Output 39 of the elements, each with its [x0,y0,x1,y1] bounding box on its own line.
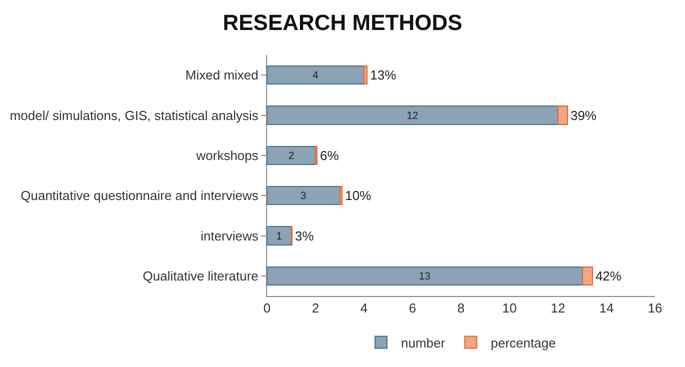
data-label: 12 [406,110,418,122]
bar [364,66,368,85]
bar [267,266,583,286]
x-tick-label: 8 [457,300,465,316]
y-tick-label: model/ simulations, GIS, statistical analysis [10,108,259,123]
data-label: 13 [418,272,431,283]
data-label: 39% [570,108,597,123]
x-tick-label: 0 [263,300,271,316]
bar [267,146,316,165]
data-label: 3 [300,191,306,202]
y-tick-label: interviews [200,228,259,244]
data-label: 42% [595,268,622,284]
x-tick-label: 14 [599,300,614,316]
legend-label: percentage [490,335,556,350]
y-tick-label: Qualitative literature [142,268,258,284]
x-tick-label: 6 [408,300,416,316]
bar [267,226,292,246]
bar [267,106,558,125]
bar [558,106,568,125]
data-label: 10% [345,188,372,204]
y-tick-label: Quantitative questionnaire and interviews [20,188,259,204]
data-label: 3% [294,228,314,244]
data-label: 1 [276,231,282,242]
data-label: 6% [320,148,340,163]
chart-title: RESEARCH METHODS [222,10,462,36]
y-tick-label: workshops [195,148,259,163]
x-tick-label: 10 [502,300,517,316]
bar [267,186,340,206]
y-tick-label: Mixed mixed [185,68,258,83]
x-tick-label: 2 [312,300,320,316]
x-tick-label: 16 [648,300,662,316]
bar [582,266,593,286]
x-tick-label: 12 [550,300,566,316]
legend-label: number [401,335,446,350]
data-label: 2 [288,151,294,162]
data-label: 4 [312,70,319,82]
data-label: 13% [370,68,397,83]
x-tick-label: 4 [360,300,368,316]
bar [267,66,364,85]
